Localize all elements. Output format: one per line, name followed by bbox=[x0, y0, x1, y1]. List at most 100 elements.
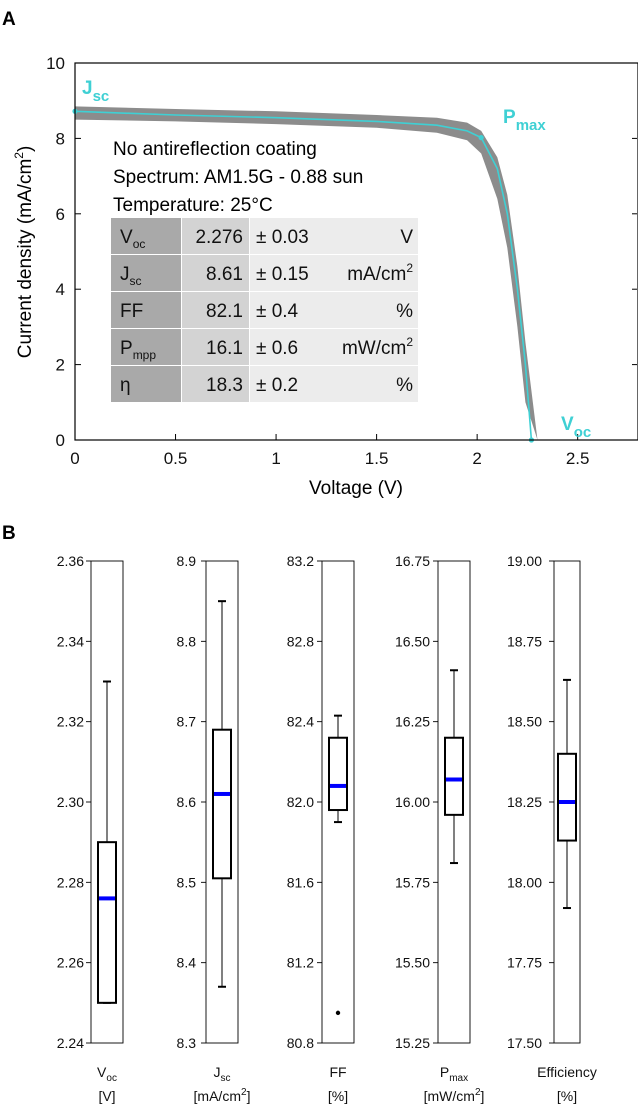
table-value: 82.1 bbox=[206, 301, 243, 322]
y-tick-label: 16.00 bbox=[395, 794, 430, 810]
y-tick-label: 16.50 bbox=[395, 633, 430, 649]
table-cell bbox=[182, 218, 249, 254]
y-tick-label: 2.36 bbox=[57, 553, 84, 569]
box-plot-label: Voc bbox=[97, 1064, 117, 1084]
results-table: Voc 2.276 ± 0.03 V Jsc 8.61 ± 0.15 mA/cm2 FF 82.1… bbox=[111, 218, 418, 402]
curve-point-labels: Jsc Pmax Voc bbox=[82, 78, 591, 441]
box-plot-label: Efficiency bbox=[537, 1064, 597, 1080]
table-unit: mW/cm2 bbox=[342, 335, 413, 359]
y-tick-label: 2.30 bbox=[57, 794, 84, 810]
table-cell bbox=[182, 255, 249, 291]
interquartile-box bbox=[557, 752, 577, 842]
x-axis-ticks: 0 0.5 1 1.5 2 2.5 bbox=[70, 434, 589, 468]
table-cell bbox=[111, 218, 181, 254]
y-tick-label: 19.00 bbox=[507, 553, 542, 569]
table-cell bbox=[111, 292, 181, 328]
table-unit: mA/cm2 bbox=[347, 261, 413, 285]
table-value: 16.1 bbox=[206, 338, 243, 359]
table-cell bbox=[111, 366, 181, 402]
y-tick-label: 6 bbox=[56, 205, 65, 224]
box-plot-label: Pmax bbox=[440, 1064, 468, 1084]
y-tick-label: 2.26 bbox=[57, 955, 84, 971]
box-plot-label: FF bbox=[329, 1064, 346, 1080]
x-tick-label: 1.5 bbox=[365, 449, 389, 468]
annotation-line-3: Temperature: 25°C bbox=[113, 195, 273, 216]
interquartile-box bbox=[97, 841, 117, 1004]
y-tick-label: 83.2 bbox=[287, 553, 314, 569]
y-tick-label: 2.34 bbox=[57, 633, 84, 649]
iv-curve-chart: 0 0.5 1 1.5 2 2.5 0 2 4 6 8 10 Voc 2.276 ± 0.03 V Jsc 8… bbox=[12, 54, 638, 499]
y-tick-label: 8.4 bbox=[177, 955, 197, 971]
y-tick-label: 15.25 bbox=[395, 1035, 430, 1051]
x-tick-label: 1 bbox=[271, 449, 280, 468]
table-unit: % bbox=[396, 301, 413, 322]
y-tick-label: 82.4 bbox=[287, 714, 314, 730]
table-error: ± 0.4 bbox=[256, 301, 299, 322]
table-param: Voc bbox=[120, 227, 145, 251]
y-tick-label: 8.3 bbox=[177, 1035, 197, 1051]
annotation-line-2: Spectrum: AM1.5G - 0.88 sun bbox=[113, 167, 363, 188]
iv-curve-line bbox=[74, 110, 533, 441]
y-tick-label: 8.6 bbox=[177, 794, 197, 810]
table-cell bbox=[250, 329, 418, 365]
table-error: ± 0.2 bbox=[256, 375, 298, 396]
iv-plot-frame bbox=[74, 62, 638, 441]
table-cell bbox=[182, 366, 249, 402]
box-plot-unit: [%] bbox=[328, 1088, 348, 1104]
y-tick-label: 8 bbox=[56, 129, 65, 148]
y-tick-label: 15.75 bbox=[395, 874, 430, 890]
table-cell bbox=[111, 255, 181, 291]
box-plots: 2.24 2.26 2.28 2.30 2.32 2.34 2.36 Voc [V] 8.3 8.4… bbox=[57, 553, 597, 1104]
y-tick-label: 2.32 bbox=[57, 714, 84, 730]
y-axis-ticks: 0 2 4 6 8 10 bbox=[46, 54, 637, 450]
table-param: Pmpp bbox=[120, 338, 156, 362]
y-tick-label: 82.8 bbox=[287, 633, 314, 649]
table-error: ± 0.03 bbox=[256, 227, 309, 248]
x-tick-label: 2 bbox=[472, 449, 481, 468]
y-tick-label: 17.50 bbox=[507, 1035, 542, 1051]
table-param: FF bbox=[120, 301, 143, 322]
table-cell bbox=[182, 329, 249, 365]
box-plot-unit: [mA/cm2] bbox=[194, 1087, 251, 1104]
y-tick-label: 8.8 bbox=[177, 633, 197, 649]
y-tick-label: 0 bbox=[56, 431, 65, 450]
table-cell bbox=[182, 292, 249, 328]
annotation-line-1: No antireflection coating bbox=[113, 139, 317, 160]
table-error: ± 0.6 bbox=[256, 338, 298, 359]
y-tick-label: 81.6 bbox=[287, 874, 314, 890]
y-tick-label: 81.2 bbox=[287, 955, 314, 971]
box-plot-1: 2.24 2.26 2.28 2.30 2.32 2.34 2.36 Voc [V] bbox=[57, 553, 124, 1104]
y-axis-label: Current density (mA/cm2) bbox=[12, 146, 36, 359]
interquartile-box bbox=[212, 728, 232, 880]
table-value: 2.276 bbox=[195, 227, 243, 248]
y-tick-label: 2 bbox=[56, 356, 65, 375]
table-error: ± 0.15 bbox=[256, 264, 309, 285]
x-tick-label: 2.5 bbox=[566, 449, 590, 468]
x-tick-label: 0 bbox=[70, 449, 79, 468]
box-plot-unit: [mW/cm2] bbox=[424, 1087, 485, 1104]
y-tick-label: 10 bbox=[46, 54, 65, 73]
x-axis-label: Voltage (V) bbox=[309, 478, 403, 499]
pmax-marker bbox=[478, 135, 484, 141]
table-param: η bbox=[120, 375, 131, 396]
table-param: Jsc bbox=[120, 264, 142, 288]
voc-label: Voc bbox=[561, 414, 591, 441]
box-plot-unit: [V] bbox=[98, 1088, 115, 1104]
table-cell bbox=[250, 366, 418, 402]
pmax-label: Pmax bbox=[503, 107, 546, 134]
table-value: 8.61 bbox=[206, 264, 243, 285]
interquartile-box bbox=[328, 736, 348, 812]
y-tick-label: 2.24 bbox=[57, 1035, 84, 1051]
box-plot-5: 17.50 17.75 18.00 18.25 18.50 18.75 19.00 Effic… bbox=[507, 553, 597, 1104]
y-tick-label: 17.75 bbox=[507, 955, 542, 971]
y-tick-label: 8.7 bbox=[177, 714, 197, 730]
y-tick-label: 4 bbox=[56, 280, 65, 299]
table-cell bbox=[250, 255, 418, 291]
y-tick-label: 16.25 bbox=[395, 714, 430, 730]
y-tick-label: 18.00 bbox=[507, 874, 542, 890]
panel-b-label: B bbox=[2, 523, 16, 544]
panel-a-label: A bbox=[2, 9, 16, 30]
table-unit: V bbox=[400, 227, 413, 248]
table-cell bbox=[250, 292, 418, 328]
